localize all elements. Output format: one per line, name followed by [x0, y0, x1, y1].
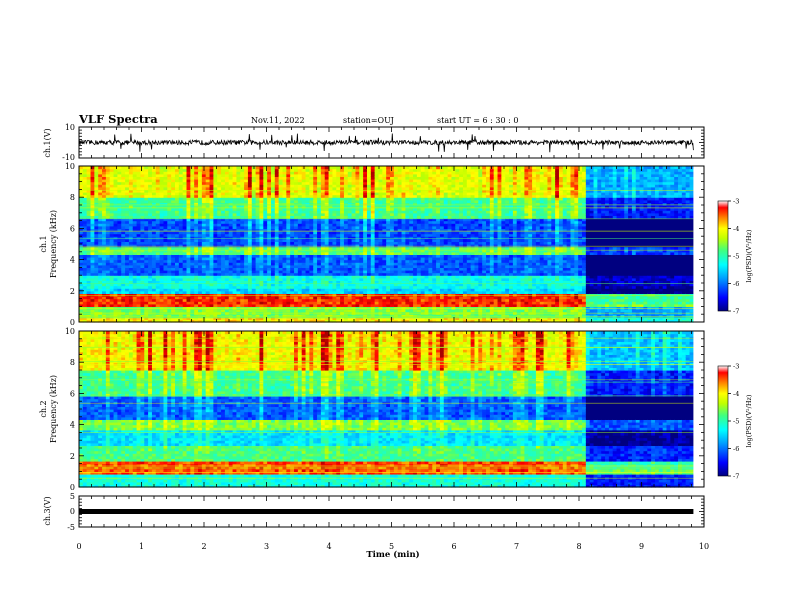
ch1-waveform-trace: [79, 134, 693, 153]
start-time-label: start UT = 6 : 30 : 0: [437, 116, 518, 125]
station-label: station=OUJ: [343, 116, 394, 125]
ch1-ytick-top: 10: [65, 123, 75, 132]
chart-title: VLF Spectra: [78, 112, 158, 126]
ch1-spectrogram-image: [79, 166, 704, 323]
ch1-waveform-ylabel: ch.1(V): [43, 128, 52, 157]
date-label: Nov.11, 2022: [251, 116, 305, 125]
ch1-waveform-panel: 10 -10 ch.1(V): [43, 123, 704, 162]
ch1-ytick-bottom: -10: [62, 153, 75, 162]
